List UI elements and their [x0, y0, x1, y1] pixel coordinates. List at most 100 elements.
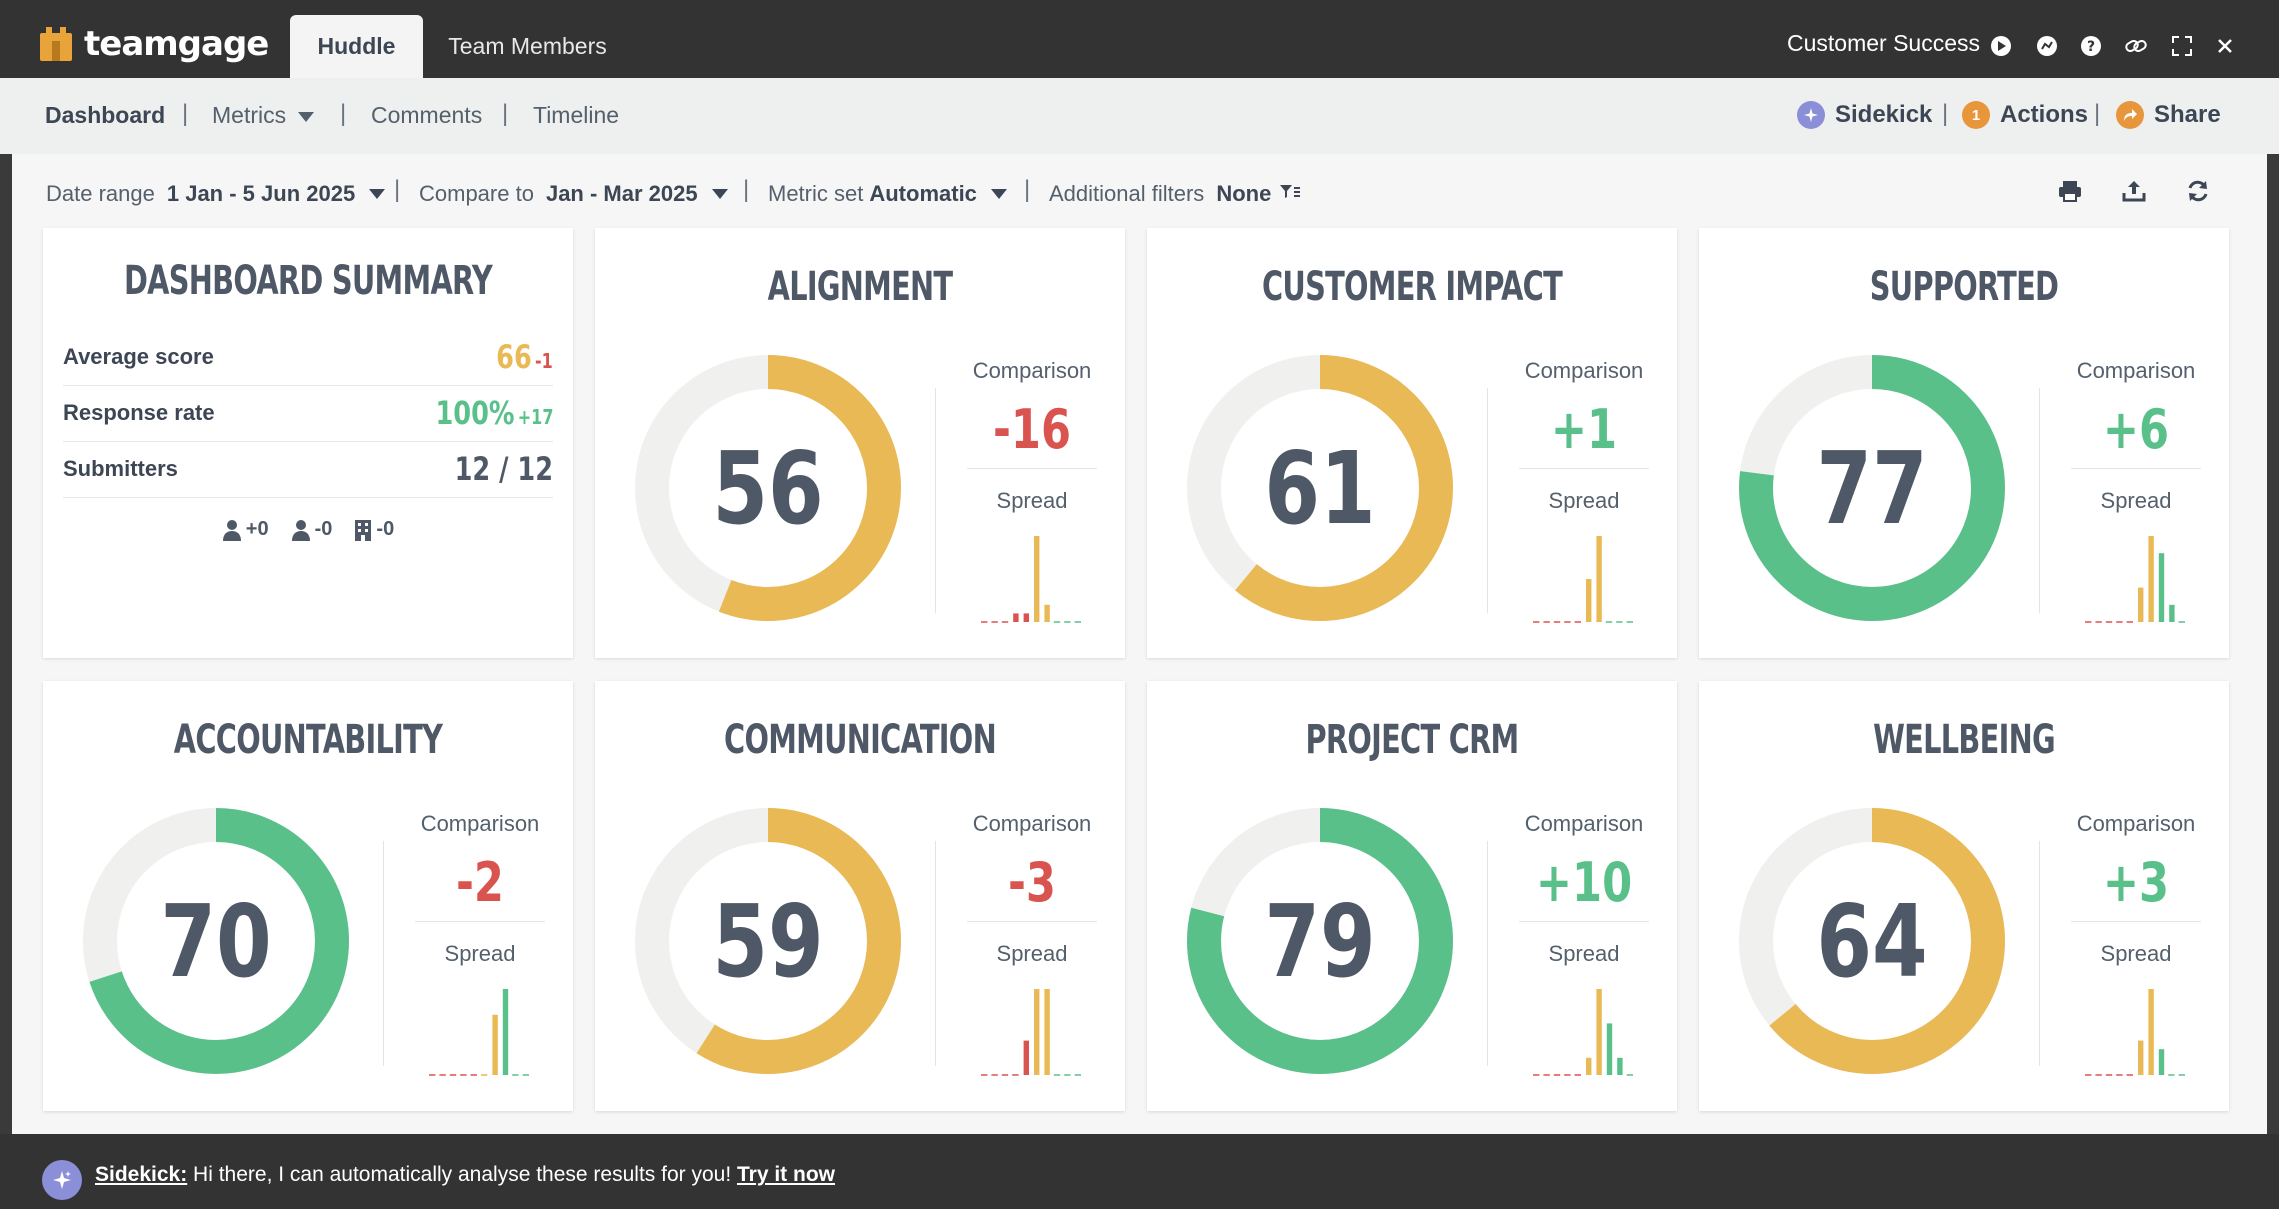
- spread-bar: [2138, 1040, 2144, 1075]
- spread-label: Spread: [444, 941, 516, 966]
- nav-dashboard[interactable]: Dashboard: [45, 102, 166, 128]
- metric-card-accountability[interactable]: ACCOUNTABILITY 70 Comparison -2 Spread: [43, 681, 573, 1111]
- play-icon[interactable]: [1989, 34, 2013, 58]
- metric-card-communication[interactable]: COMMUNICATION 59 Comparison -3 Spread: [595, 681, 1125, 1111]
- score-donut: [635, 808, 901, 1074]
- metric-score: 70: [160, 882, 272, 1000]
- members-added[interactable]: +0: [222, 518, 269, 541]
- divider: [2039, 388, 2040, 613]
- chevron-down-icon: [990, 189, 1007, 199]
- spread-label: Spread: [996, 941, 1068, 966]
- print-icon[interactable]: [2057, 179, 2083, 205]
- comparison-value: +10: [1535, 851, 1633, 914]
- sidekick-button[interactable]: Sidekick: [1797, 101, 1932, 129]
- nav-comments[interactable]: Comments: [371, 102, 483, 128]
- metric-card-project-crm[interactable]: PROJECT CRM 79 Comparison +10 Spread: [1147, 681, 1677, 1111]
- actions-label: Actions: [2000, 101, 2089, 128]
- comparison-label: Comparison: [1524, 358, 1644, 383]
- score-donut: [1739, 808, 2005, 1074]
- spread-bar: [1586, 579, 1592, 622]
- compare-value: Jan - Mar 2025: [545, 181, 698, 206]
- response-rate-value: 100% +17: [435, 394, 553, 432]
- spread-bar: [1044, 989, 1050, 1075]
- donut-score-arc: [1739, 808, 2005, 1074]
- nav-separator: |: [2094, 100, 2101, 127]
- spread-bar: [2158, 553, 2165, 622]
- nav-separator: |: [502, 100, 509, 127]
- comparison-label: Comparison: [1524, 811, 1644, 836]
- nav-separator: |: [182, 100, 189, 127]
- chat-icon[interactable]: [2035, 34, 2059, 58]
- try-it-now-link[interactable]: Try it now: [736, 1163, 835, 1186]
- donut-score-arc: [1187, 808, 1453, 1074]
- logo-icon: [40, 27, 72, 61]
- refresh-icon[interactable]: [2185, 179, 2211, 205]
- workspace-name[interactable]: Customer Success: [1787, 30, 1981, 56]
- filter-icon: [1279, 181, 1301, 207]
- teamgage-logo[interactable]: teamgage: [40, 24, 269, 64]
- metric-score: 64: [1816, 882, 1928, 1000]
- share-button[interactable]: Share: [2116, 101, 2221, 129]
- spread-chart: [2085, 989, 2185, 1076]
- submitters-label: Submitters: [63, 456, 178, 481]
- spread-bar: [502, 989, 509, 1075]
- nav-metrics[interactable]: Metrics: [212, 102, 315, 129]
- divider: [1519, 468, 1649, 469]
- divider: [1487, 841, 1488, 1066]
- metric-score: 56: [712, 429, 824, 547]
- close-icon[interactable]: [2213, 34, 2237, 58]
- sidekick-message: Sidekick: Hi there, I can automatically …: [95, 1163, 835, 1187]
- link-icon[interactable]: [2124, 34, 2148, 58]
- metric-card-supported[interactable]: SUPPORTED 77 Comparison +6 Spread: [1699, 228, 2229, 658]
- metric-title: PROJECT CRM: [1305, 717, 1519, 763]
- teams-changed[interactable]: -0: [354, 518, 394, 541]
- tab-team-members[interactable]: Team Members: [448, 33, 607, 59]
- sidekick-label: Sidekick: [1835, 101, 1933, 128]
- spread-label: Spread: [1548, 941, 1620, 966]
- metric-title: WELLBEING: [1873, 717, 2055, 763]
- metric-card-customer-impact[interactable]: CUSTOMER IMPACT 61 Comparison +1 Spread: [1147, 228, 1677, 658]
- divider: [967, 921, 1097, 922]
- spread-label: Spread: [1548, 488, 1620, 513]
- person-icon: [291, 519, 310, 541]
- response-rate-label: Response rate: [63, 400, 215, 425]
- divider: [383, 841, 384, 1066]
- spread-bar: [1596, 536, 1602, 622]
- spread-bar: [1023, 1040, 1029, 1075]
- filter-separator: |: [394, 176, 401, 203]
- comparison-label: Comparison: [972, 811, 1092, 836]
- additional-filters-value: None: [1216, 181, 1272, 206]
- actions-button[interactable]: 1 Actions: [1962, 101, 2088, 129]
- divider: [2071, 468, 2201, 469]
- metric-score: 79: [1264, 882, 1376, 1000]
- additional-filters[interactable]: Additional filters None: [1049, 179, 1301, 209]
- spread-chart: [981, 536, 1081, 623]
- compare-label: Compare to: [419, 181, 534, 206]
- person-icon: [222, 519, 241, 541]
- submitters-value: 12 / 12: [454, 450, 553, 488]
- metric-card-alignment[interactable]: ALIGNMENT 56 Comparison -16 Spread: [595, 228, 1125, 658]
- average-score-number: 66: [496, 338, 533, 376]
- compare-filter[interactable]: Compare to Jan - Mar 2025: [419, 179, 728, 209]
- tab-huddle[interactable]: Huddle: [290, 15, 423, 78]
- metric-score: 77: [1816, 429, 1928, 547]
- members-removed[interactable]: -0: [291, 518, 332, 541]
- nav-timeline[interactable]: Timeline: [533, 102, 620, 128]
- metric-card-wellbeing[interactable]: WELLBEING 64 Comparison +3 Spread: [1699, 681, 2229, 1111]
- sidekick-link[interactable]: Sidekick:: [95, 1163, 188, 1186]
- divider: [2071, 921, 2201, 922]
- score-donut: [1187, 808, 1453, 1074]
- spread-chart: [981, 989, 1081, 1076]
- metric-title: ALIGNMENT: [767, 264, 953, 310]
- sparkle-icon: [1797, 101, 1825, 129]
- export-icon[interactable]: [2121, 179, 2147, 205]
- score-donut: [83, 808, 349, 1074]
- fullscreen-icon[interactable]: [2170, 34, 2194, 58]
- date-range-filter[interactable]: Date range 1 Jan - 5 Jun 2025: [46, 179, 386, 209]
- dashboard-summary-card: DASHBOARD SUMMARY Average score 66 -1 Res…: [43, 228, 573, 658]
- spread-chart: [1533, 989, 1633, 1076]
- comparison-label: Comparison: [2076, 811, 2196, 836]
- metric-set-filter[interactable]: Metric set Automatic: [768, 179, 1007, 209]
- spread-bar: [492, 1014, 498, 1075]
- help-icon[interactable]: ?: [2079, 34, 2103, 58]
